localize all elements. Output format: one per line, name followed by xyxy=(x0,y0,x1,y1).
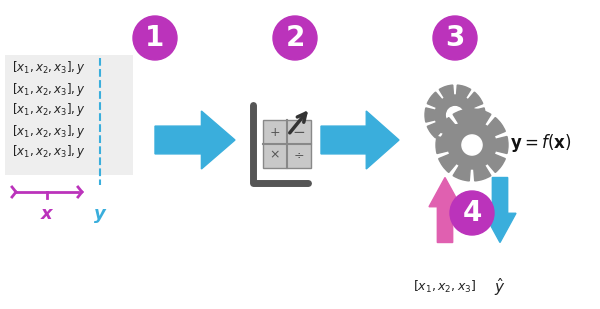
Wedge shape xyxy=(453,109,472,145)
Wedge shape xyxy=(455,85,471,115)
Text: −: − xyxy=(293,125,305,141)
Text: 3: 3 xyxy=(445,24,464,52)
Text: $[x_1,x_2,x_3], y$: $[x_1,x_2,x_3], y$ xyxy=(12,60,86,77)
Wedge shape xyxy=(472,137,508,154)
Circle shape xyxy=(462,135,482,155)
Text: ÷: ÷ xyxy=(293,149,304,162)
Wedge shape xyxy=(472,117,505,145)
Text: $\hat{y}$: $\hat{y}$ xyxy=(494,276,506,298)
Wedge shape xyxy=(425,108,455,122)
Text: +: + xyxy=(269,126,280,139)
Wedge shape xyxy=(436,137,472,154)
Wedge shape xyxy=(455,115,471,145)
Circle shape xyxy=(133,16,177,60)
Text: $[x_1,x_2,x_3], y$: $[x_1,x_2,x_3], y$ xyxy=(12,122,86,139)
FancyBboxPatch shape xyxy=(5,55,133,175)
Text: 2: 2 xyxy=(286,24,305,52)
Wedge shape xyxy=(453,145,472,181)
Circle shape xyxy=(273,16,317,60)
Wedge shape xyxy=(472,145,491,181)
Text: $[x_1,x_2,x_3], y$: $[x_1,x_2,x_3], y$ xyxy=(12,81,86,98)
Text: $[x_1,x_2,x_3], y$: $[x_1,x_2,x_3], y$ xyxy=(12,143,86,160)
Text: ×: × xyxy=(270,149,280,162)
Circle shape xyxy=(448,121,496,169)
Text: $[x_1,x_2,x_3]$: $[x_1,x_2,x_3]$ xyxy=(413,279,477,295)
Circle shape xyxy=(433,16,477,60)
Wedge shape xyxy=(439,115,455,145)
Wedge shape xyxy=(455,92,483,115)
Circle shape xyxy=(450,191,494,235)
Text: x: x xyxy=(41,205,53,223)
Polygon shape xyxy=(321,111,399,169)
Wedge shape xyxy=(427,92,455,115)
Wedge shape xyxy=(455,115,483,138)
Circle shape xyxy=(446,107,463,123)
Wedge shape xyxy=(427,115,455,138)
FancyBboxPatch shape xyxy=(263,120,311,168)
Polygon shape xyxy=(155,111,235,169)
Wedge shape xyxy=(472,109,491,145)
Wedge shape xyxy=(472,145,505,172)
Text: y: y xyxy=(94,205,106,223)
Wedge shape xyxy=(439,145,472,172)
Text: 1: 1 xyxy=(145,24,164,52)
Polygon shape xyxy=(484,177,516,243)
Text: $[x_1,x_2,x_3], y$: $[x_1,x_2,x_3], y$ xyxy=(12,101,86,118)
Polygon shape xyxy=(429,177,461,243)
Wedge shape xyxy=(455,108,485,122)
Text: $\mathbf{y} = \mathit{f}(\mathbf{x})$: $\mathbf{y} = \mathit{f}(\mathbf{x})$ xyxy=(510,132,571,154)
Wedge shape xyxy=(439,117,472,145)
Wedge shape xyxy=(439,85,455,115)
Text: 4: 4 xyxy=(463,199,482,227)
Circle shape xyxy=(435,95,475,135)
